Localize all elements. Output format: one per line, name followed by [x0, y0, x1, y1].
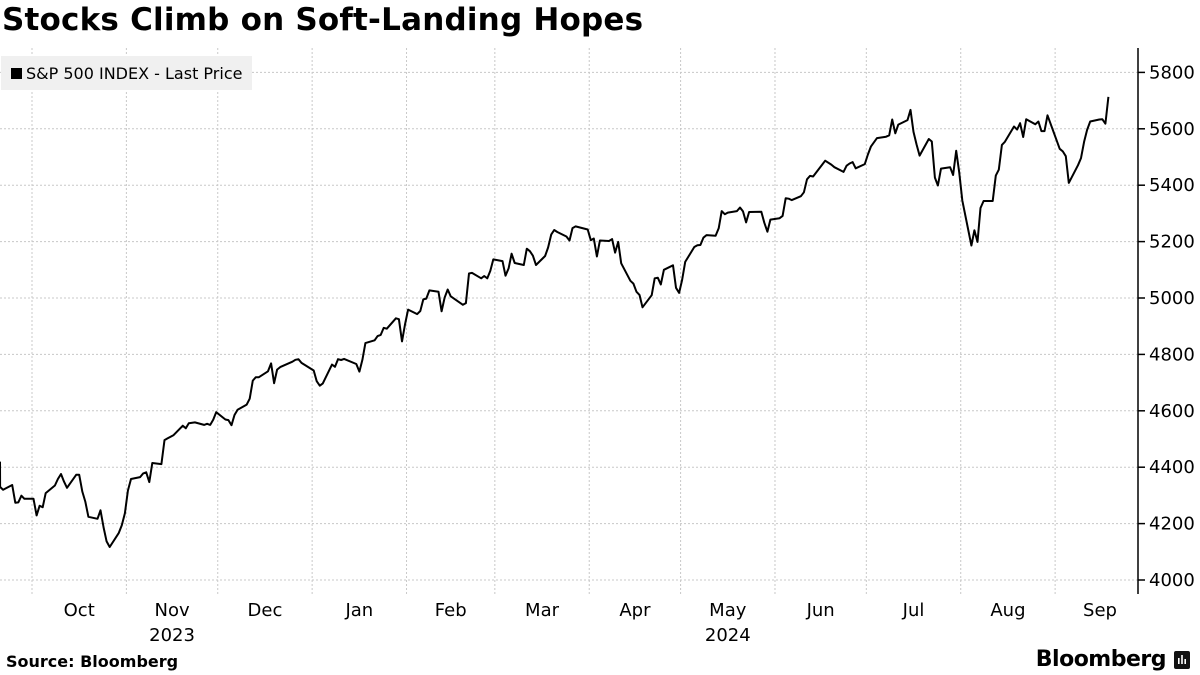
x-tick-label: Jan — [344, 600, 373, 621]
bloomberg-logo: Bloomberg — [1036, 647, 1190, 672]
y-tick-label: 4600 — [1149, 401, 1195, 422]
x-tick-label: Mar — [525, 600, 560, 621]
y-tick-label: 4000 — [1149, 570, 1195, 591]
brand-name: Bloomberg — [1035, 647, 1167, 672]
x-axis: Oct Nov Dec Jan Feb Mar Apr May Jun Jul Aug Sep 2023… — [64, 600, 1117, 646]
y-tick-label: 5000 — [1149, 288, 1195, 309]
x-tick-label: Dec — [248, 600, 283, 621]
y-tick-label: 4800 — [1149, 344, 1195, 365]
y-tick-label: 5800 — [1149, 62, 1195, 83]
y-tick-label: 4400 — [1149, 457, 1195, 478]
x-tick-label: Feb — [435, 600, 467, 621]
legend-swatch — [11, 67, 22, 79]
x-year-label: 2023 — [149, 625, 195, 646]
x-tick-label: Oct — [64, 600, 95, 621]
x-tick-label: Apr — [619, 600, 651, 621]
x-tick-label: Aug — [990, 600, 1025, 621]
gridlines — [0, 48, 1138, 594]
series-line-sp500 — [0, 96, 1110, 548]
x-year-label: 2024 — [705, 625, 751, 646]
x-tick-label: Nov — [154, 600, 189, 621]
y-tick-label: 4200 — [1149, 514, 1195, 535]
legend: S&P 500 INDEX - Last Price — [1, 56, 253, 90]
bloomberg-chart-icon — [1174, 650, 1190, 669]
chart-title: Stocks Climb on Soft-Landing Hopes — [2, 2, 644, 38]
x-tick-label: May — [709, 600, 747, 621]
y-axis: 4000 4200 4400 4600 4800 5000 5200 5400 5600 5800 — [1137, 48, 1195, 594]
y-tick-label: 5200 — [1149, 232, 1195, 253]
legend-label: S&P 500 INDEX - Last Price — [26, 63, 243, 83]
source-note: Source: Bloomberg — [6, 652, 179, 671]
x-tick-label: Jun — [806, 600, 835, 621]
y-tick-label: 5400 — [1149, 175, 1195, 196]
y-tick-label: 5600 — [1149, 119, 1195, 140]
x-tick-label: Sep — [1083, 600, 1117, 621]
x-tick-label: Jul — [902, 600, 925, 621]
